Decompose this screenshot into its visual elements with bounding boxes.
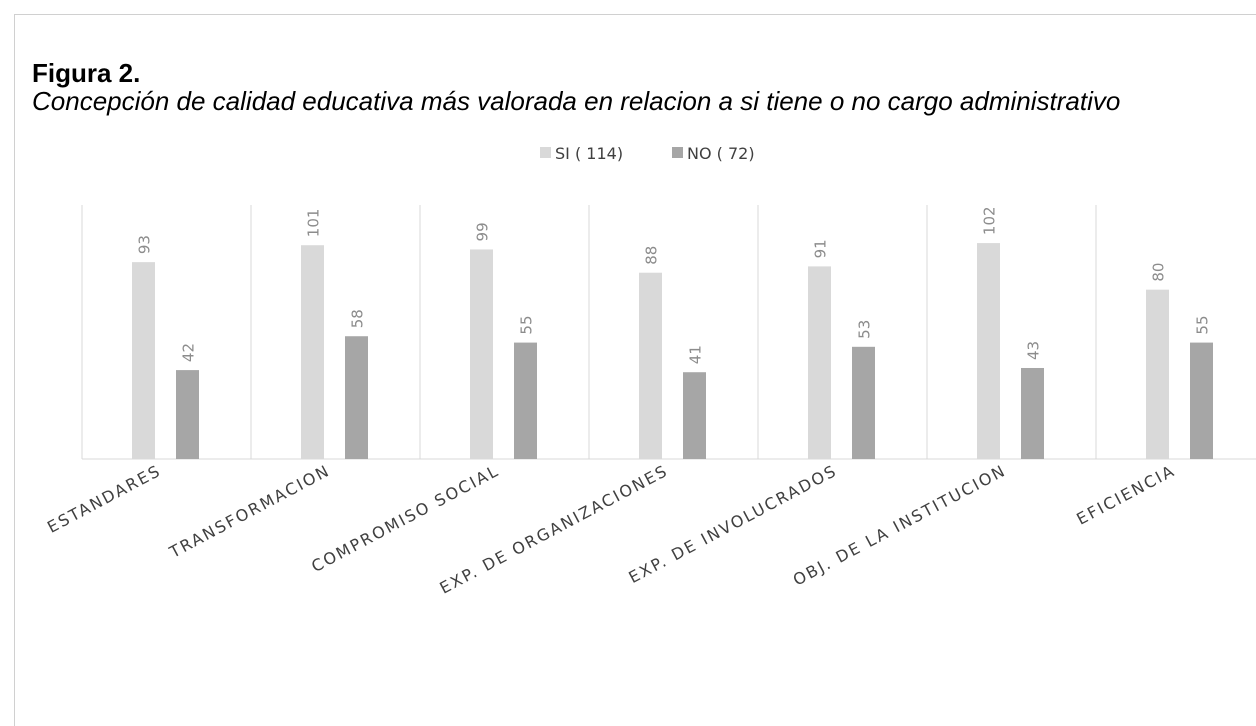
bar xyxy=(345,336,368,459)
data-label: 55 xyxy=(518,315,536,334)
chart-subtitle: Concepción de calidad educativa más valo… xyxy=(32,86,1121,116)
x-tick-label: EFICIENCIA xyxy=(1073,461,1178,529)
x-tick-label: COMPROMISO SOCIAL xyxy=(308,461,502,576)
data-label: 55 xyxy=(1194,315,1212,334)
data-label: 58 xyxy=(349,309,367,328)
data-label: 43 xyxy=(1025,341,1043,360)
legend-swatch xyxy=(672,147,683,158)
bar xyxy=(852,346,875,459)
legend-label: SI ( 114) xyxy=(555,144,623,163)
data-label: 91 xyxy=(812,239,830,258)
data-label: 53 xyxy=(856,320,874,339)
bar xyxy=(1021,367,1044,459)
data-label: 102 xyxy=(981,206,999,235)
data-label: 88 xyxy=(643,246,661,265)
bar xyxy=(1146,289,1169,459)
bar xyxy=(683,372,706,459)
legend-label: NO ( 72) xyxy=(687,144,755,163)
data-label: 93 xyxy=(136,235,154,254)
bar xyxy=(132,262,155,459)
bar xyxy=(514,342,537,459)
chart-title: Figura 2. xyxy=(32,58,141,88)
data-label: 42 xyxy=(180,343,198,362)
data-label: 101 xyxy=(305,209,323,238)
x-tick-label: TRANSFORMACION xyxy=(165,461,333,562)
bar xyxy=(808,266,831,459)
bar xyxy=(301,245,324,459)
bar xyxy=(639,272,662,459)
data-label: 80 xyxy=(1150,263,1168,282)
bar xyxy=(1190,342,1213,459)
x-tick-label: ESTANDARES xyxy=(44,461,164,537)
data-label: 41 xyxy=(687,345,705,364)
frame xyxy=(14,14,1256,726)
data-label: 99 xyxy=(474,222,492,241)
legend-swatch xyxy=(540,147,551,158)
bar xyxy=(977,243,1000,459)
bar xyxy=(470,249,493,459)
bar xyxy=(176,370,199,459)
